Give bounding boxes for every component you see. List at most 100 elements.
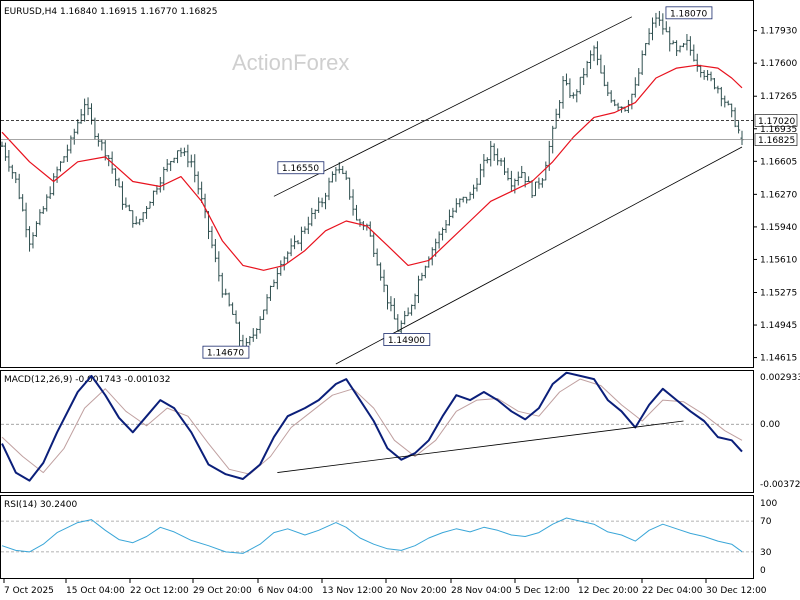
time-tick-label: 20 Nov 20:00	[386, 586, 447, 596]
moving-average-series	[1, 64, 743, 271]
ohlc-bar	[420, 272, 424, 281]
callout-label: 1.14900	[388, 336, 425, 346]
time-tick-label: 29 Oct 20:00	[193, 586, 252, 596]
ohlc-bar	[175, 150, 180, 164]
rsi-panel[interactable]	[0, 495, 754, 579]
ohlc-bar	[231, 302, 235, 315]
ohlc-bar	[3, 142, 8, 161]
time-tick-label: 22 Dec 04:00	[642, 586, 703, 596]
ohlc-bar	[633, 77, 637, 98]
channel-lower-line	[335, 146, 743, 365]
ohlc-bar	[568, 78, 572, 98]
ohlc-bar	[406, 307, 410, 317]
ohlc-bar	[461, 196, 465, 203]
ohlc-bar	[554, 108, 558, 129]
ohlc-bar	[516, 171, 520, 186]
ohlc-bar	[681, 43, 686, 48]
price-tick-label: 1.17930	[760, 27, 797, 37]
ohlc-bar	[310, 207, 314, 227]
ohlc-bar	[313, 209, 317, 220]
ohlc-bar	[58, 161, 63, 172]
ohlc-bar	[151, 190, 156, 206]
ohlc-bar	[100, 139, 104, 151]
ohlc-bar	[265, 294, 269, 315]
ohlc-bar	[282, 256, 286, 271]
ohlc-bar	[392, 298, 396, 320]
ohlc-bar	[24, 202, 28, 238]
ohlc-bar	[675, 40, 679, 57]
price-tick-label: 1.17600	[760, 59, 797, 69]
ohlc-bar	[478, 163, 483, 185]
ohlc-bar	[382, 269, 386, 293]
ohlc-bar	[575, 89, 579, 103]
ohlc-bar	[327, 177, 331, 201]
macd-series: 0.002933 0.00 -0.003724	[1, 371, 800, 490]
price-tick-label: 1.16605	[760, 157, 797, 167]
ohlc-bar	[292, 235, 297, 250]
macd-tick-label: 0.002933	[760, 373, 800, 383]
ohlc-bar	[561, 76, 565, 109]
ohlc-bar	[716, 85, 720, 94]
price-level-label: 1.16825	[758, 136, 795, 146]
ohlc-bar	[234, 310, 238, 324]
ohlc-bar	[444, 219, 448, 233]
ohlc-bar	[65, 144, 69, 162]
ohlc-bar	[320, 197, 324, 208]
callout-frame	[665, 6, 713, 20]
price-panel[interactable]	[0, 0, 754, 368]
ohlc-bar	[719, 86, 723, 107]
ohlc-bar	[403, 310, 407, 325]
ohlc-bar	[7, 149, 11, 172]
ohlc-bar	[237, 321, 242, 346]
ohlc-bar	[120, 181, 125, 210]
ohlc-bar	[458, 198, 462, 208]
ohlc-bar	[10, 164, 14, 179]
ohlc-bar	[134, 216, 138, 225]
time-tick-label: 30 Dec 12:00	[706, 586, 767, 596]
ohlc-bar	[699, 64, 703, 78]
ohlc-bar	[14, 172, 18, 184]
ohlc-bar	[344, 170, 348, 181]
ohlc-bar	[165, 159, 169, 172]
callout-frame	[383, 333, 431, 346]
ohlc-bar	[224, 288, 228, 296]
ohlc-bar	[72, 128, 76, 145]
ohlc-bar	[588, 50, 593, 69]
ohlc-bar	[606, 81, 610, 97]
ohlc-bar	[533, 181, 538, 197]
ohlc-bar	[141, 212, 145, 223]
ohlc-bar	[55, 166, 59, 183]
ohlc-bar	[582, 68, 586, 86]
ohlc-bar	[251, 328, 255, 342]
macd-panel[interactable]	[0, 370, 754, 493]
ohlc-bar	[86, 97, 90, 116]
ohlc-bar	[468, 191, 472, 201]
ohlc-bar	[379, 262, 383, 281]
rsi-tick-label: 0	[760, 566, 766, 576]
time-tick-label: 5 Dec 12:00	[515, 586, 570, 596]
time-axis: 7 Oct 2025 15 Oct 04:00 22 Oct 12:00 29 Oct…	[3, 579, 767, 596]
ohlc-bar	[389, 296, 393, 312]
macd-tick-label: 0.00	[760, 420, 780, 430]
ohlc-bar	[117, 177, 121, 188]
ohlc-bar	[399, 320, 403, 334]
price-tick-label: 1.17265	[760, 92, 797, 102]
time-tick-label: 13 Nov 12:00	[322, 586, 383, 596]
ohlc-bar	[730, 103, 734, 118]
rsi-line	[1, 517, 743, 554]
ohlc-bar	[144, 206, 149, 219]
ohlc-bar	[213, 238, 217, 263]
ohlc-bar	[351, 189, 355, 216]
time-tick-label: 22 Oct 12:00	[130, 586, 189, 596]
ohlc-bar	[471, 184, 476, 199]
ohlc-bar	[258, 316, 262, 334]
ohlc-bar	[692, 44, 696, 62]
ohlc-bar	[148, 201, 152, 209]
ohlc-bar	[255, 328, 259, 339]
price-level-tag	[754, 133, 798, 146]
ohlc-bar	[189, 154, 193, 168]
ohlc-bar	[640, 50, 644, 75]
ohlc-bar	[668, 26, 672, 52]
